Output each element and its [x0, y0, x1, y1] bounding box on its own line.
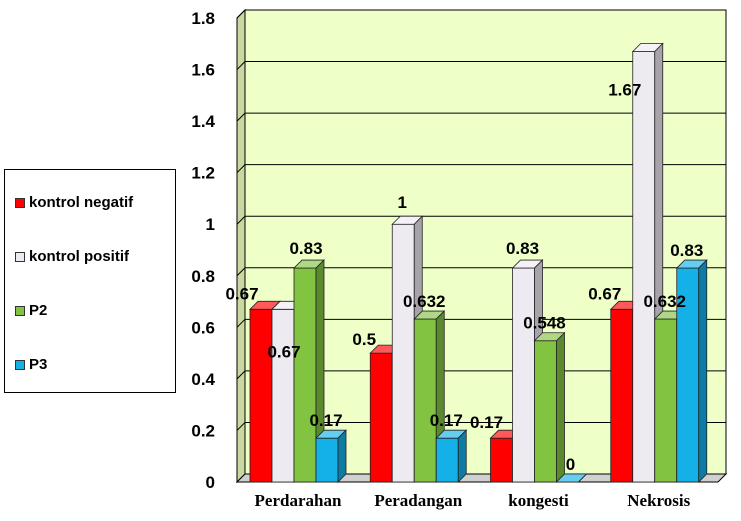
y-tick-label: 0.4	[191, 370, 215, 389]
gridline	[236, 9, 726, 19]
legend-swatch	[15, 251, 25, 262]
data-label: 0.17	[309, 411, 342, 430]
legend-item-kontrol-positif: kontrol positif	[15, 248, 129, 265]
category-label: Nekrosis	[627, 491, 690, 510]
bar-P2-kongesti	[533, 331, 566, 483]
data-label: 0.83	[289, 239, 322, 258]
y-tick-label: 0	[206, 473, 215, 492]
bar-P2-Perdarahan	[293, 259, 325, 483]
data-label: 0.67	[267, 342, 300, 361]
legend-label: P2	[29, 302, 48, 319]
bar-P3-Perdarahan	[315, 429, 347, 483]
data-label: 0.67	[588, 284, 621, 303]
category-labels: Perdarahan Peradangan kongesti Nekrosis	[255, 491, 691, 510]
gridline	[236, 318, 726, 328]
category-label: Peradangan	[374, 491, 462, 510]
category-label: Perdarahan	[255, 491, 342, 510]
data-label: 0.17	[470, 413, 503, 432]
data-label: 0.67	[225, 284, 258, 303]
gridline	[236, 370, 726, 380]
gridline	[236, 61, 726, 70]
gridline	[236, 267, 726, 277]
legend-label: kontrol positif	[29, 248, 129, 265]
legend-swatch	[15, 197, 25, 208]
data-label: 0.83	[506, 239, 539, 258]
bars	[249, 42, 708, 483]
y-tick-label: 0.2	[191, 421, 215, 440]
data-label: 0	[566, 455, 575, 474]
data-label: 0.632	[403, 292, 446, 311]
y-tick-label: 1	[206, 215, 215, 234]
y-tick-label: 0.8	[191, 267, 215, 286]
legend-label: P3	[29, 356, 48, 373]
gridlines	[236, 9, 726, 431]
y-tick-label: 1.2	[191, 164, 215, 183]
y-tick-label: 1.4	[191, 112, 215, 131]
data-label: 1.67	[608, 81, 641, 100]
gridline	[236, 112, 726, 122]
legend-item-kontrol-negatif: kontrol negatif	[15, 194, 133, 211]
category-label: kongesti	[508, 491, 569, 510]
y-tick-label: 0.6	[191, 318, 215, 337]
y-axis-ticks: 0 0.2 0.4 0.6 0.8 1 1.2 1.4 1.6 1.8	[191, 9, 215, 492]
gridline	[236, 421, 726, 431]
legend-swatch	[15, 305, 25, 316]
bar-P3-Peradangan	[435, 429, 468, 483]
gridline	[236, 164, 726, 174]
data-label: 0.5	[352, 330, 376, 349]
y-tick-label: 1.6	[191, 61, 215, 80]
legend: kontrol negatif kontrol positif P2 P3	[4, 169, 176, 393]
data-label: 0.17	[430, 411, 463, 430]
legend-item-p2: P2	[15, 302, 47, 319]
data-label: 1	[398, 193, 407, 212]
side-wall	[236, 8, 246, 484]
data-label: 0.632	[643, 292, 686, 311]
legend-item-p3: P3	[15, 356, 47, 373]
bar-P3-kongesti	[555, 473, 588, 483]
legend-swatch	[15, 359, 25, 370]
bar-P3-Nekrosis	[675, 259, 708, 483]
y-tick-label: 1.8	[191, 9, 215, 28]
data-labels: 0.67 0.67 0.83 0.17 0.5 1 0.632 0.17 0.17 0.83 0.5…	[225, 81, 703, 474]
data-label: 0.83	[670, 241, 703, 260]
data-label: 0.548	[523, 314, 566, 333]
gridline	[236, 215, 726, 225]
legend-label: kontrol negatif	[29, 194, 134, 211]
